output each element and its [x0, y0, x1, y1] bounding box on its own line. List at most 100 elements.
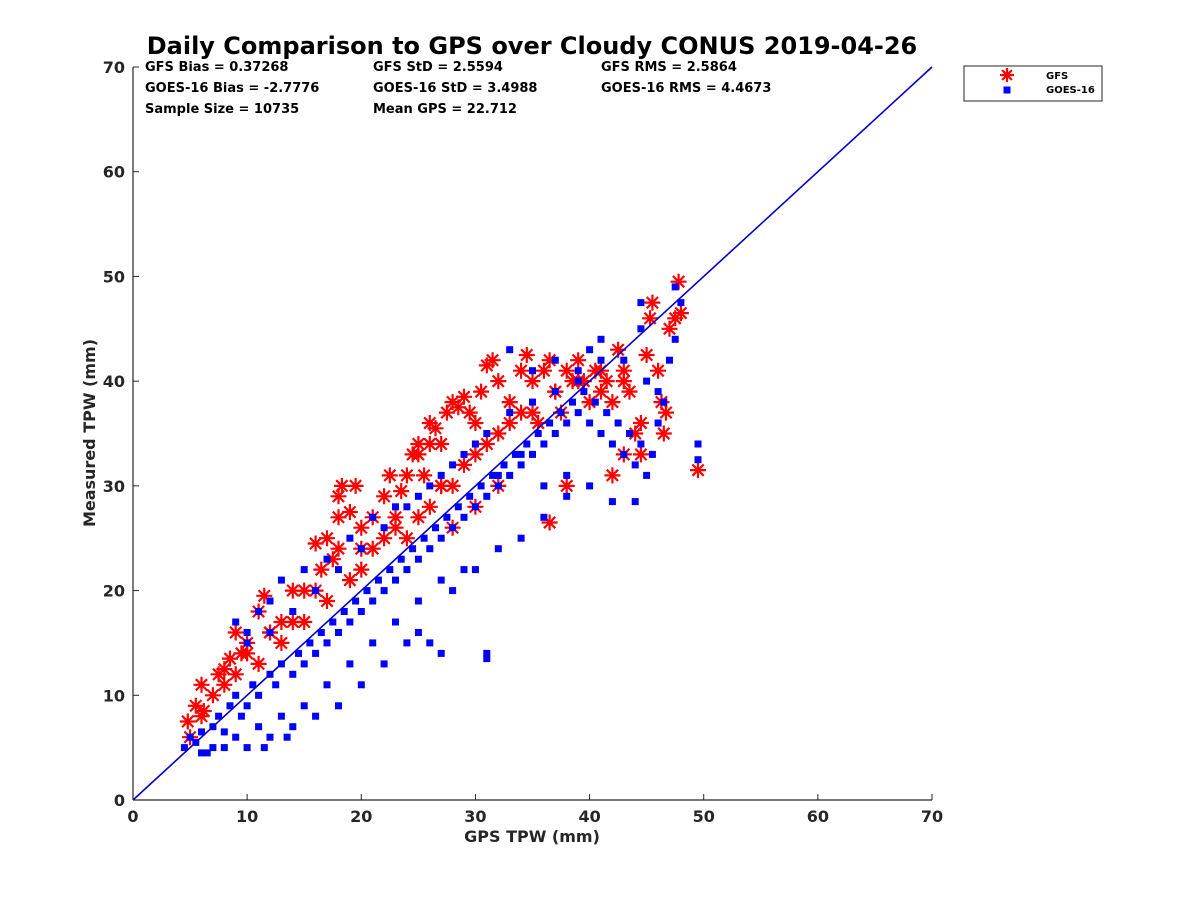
gfs-point — [193, 676, 210, 693]
goes16-point — [529, 367, 536, 375]
goes16-point — [614, 419, 622, 427]
gfs-point-glyph — [632, 415, 649, 431]
goes16-point — [300, 660, 308, 668]
goes16-point — [357, 608, 365, 615]
y-tick-label: 60 — [103, 163, 125, 182]
goes16-point — [660, 398, 668, 406]
gfs-point-glyph — [672, 305, 689, 322]
gfs-point — [513, 362, 530, 379]
goes16-point — [608, 440, 616, 448]
goes16-point — [392, 618, 399, 626]
gfs-point-glyph — [513, 404, 530, 421]
gfs-point-glyph — [642, 310, 659, 327]
goes16-point — [277, 712, 285, 720]
goes16-point — [317, 629, 325, 636]
y-tick-label: 50 — [103, 267, 125, 286]
goes16-point — [466, 492, 474, 500]
y-tick-label: 30 — [103, 477, 125, 496]
goes16-point — [620, 450, 628, 458]
legend-box — [963, 65, 1103, 102]
gfs-point-glyph — [658, 404, 674, 421]
goes16-point — [357, 545, 365, 553]
goes16-point — [329, 618, 337, 626]
goes16-point — [471, 503, 479, 511]
gfs-point — [296, 582, 313, 599]
gfs-point — [347, 477, 364, 494]
gfs-point-glyph — [467, 446, 484, 463]
gfs-point-glyph — [558, 362, 575, 379]
goes16-point — [574, 377, 582, 385]
goes16-point — [586, 419, 594, 427]
gfs-point — [467, 446, 484, 463]
goes16-point — [437, 471, 445, 479]
gfs-point-glyph — [438, 404, 455, 421]
goes16-point — [277, 576, 285, 584]
gfs-point-glyph — [387, 509, 404, 526]
gfs-point — [524, 373, 541, 390]
goes16-point — [494, 471, 502, 479]
goes16-point — [557, 409, 565, 417]
gfs-point — [615, 362, 632, 379]
x-tick-label: 70 — [921, 807, 943, 826]
gfs-point — [410, 509, 427, 526]
gfs-point — [604, 394, 621, 411]
y-tick-label: 0 — [114, 791, 125, 810]
goes16-point — [414, 555, 422, 563]
gfs-point — [672, 305, 689, 322]
gfs-point — [330, 540, 347, 557]
gfs-point-glyph — [450, 399, 467, 416]
gfs-point — [421, 436, 438, 452]
gfs-point — [216, 661, 233, 678]
gfs-point-glyph — [398, 530, 415, 547]
goes16-point — [643, 471, 651, 479]
gfs-point-glyph — [324, 551, 341, 568]
goes16-point — [694, 440, 702, 448]
goes16-point — [255, 723, 263, 731]
gfs-point — [393, 483, 410, 500]
goes16-point — [392, 503, 399, 511]
gfs-point-glyph — [307, 535, 324, 552]
goes16-point — [243, 744, 251, 752]
goes16-point — [460, 566, 468, 574]
data-points — [179, 273, 706, 757]
goes16-point — [563, 492, 571, 500]
gfs-point-glyph — [621, 383, 638, 400]
goes16-point — [369, 639, 377, 647]
gfs-point-glyph — [227, 624, 244, 641]
goes16-point — [569, 398, 576, 406]
gfs-point — [615, 373, 632, 390]
goes16-point — [414, 629, 422, 636]
gfs-point — [501, 415, 518, 431]
goes16-point — [511, 450, 519, 458]
goes16-point — [483, 430, 491, 437]
gfs-point — [513, 404, 530, 421]
goes16-point — [666, 356, 673, 364]
gfs-point — [313, 561, 330, 578]
gfs-point-glyph — [513, 362, 530, 379]
goes16-point — [500, 461, 508, 469]
goes16-point — [220, 728, 228, 736]
goes16-point — [426, 639, 434, 647]
gfs-point — [456, 388, 472, 405]
gfs-point — [341, 504, 358, 520]
goes16-point — [260, 744, 268, 752]
gfs-point — [598, 373, 615, 390]
gfs-point — [250, 655, 267, 672]
gfs-point-glyph — [393, 483, 410, 500]
goes16-point — [529, 398, 536, 406]
gfs-point — [204, 687, 221, 704]
goes16-point — [631, 461, 639, 469]
gfs-point — [535, 362, 552, 379]
goes16-point — [272, 681, 280, 689]
gfs-point-glyph — [456, 456, 472, 473]
gfs-point — [658, 404, 674, 421]
gfs-point — [195, 703, 212, 719]
y-tick-label: 20 — [103, 582, 125, 601]
goes16-point — [643, 377, 651, 385]
gfs-point — [593, 383, 609, 400]
goes16-point — [608, 498, 616, 506]
goes16-point — [215, 712, 223, 720]
gfs-point-glyph — [615, 373, 632, 390]
goes16-point — [586, 482, 594, 490]
gfs-point — [558, 477, 575, 494]
